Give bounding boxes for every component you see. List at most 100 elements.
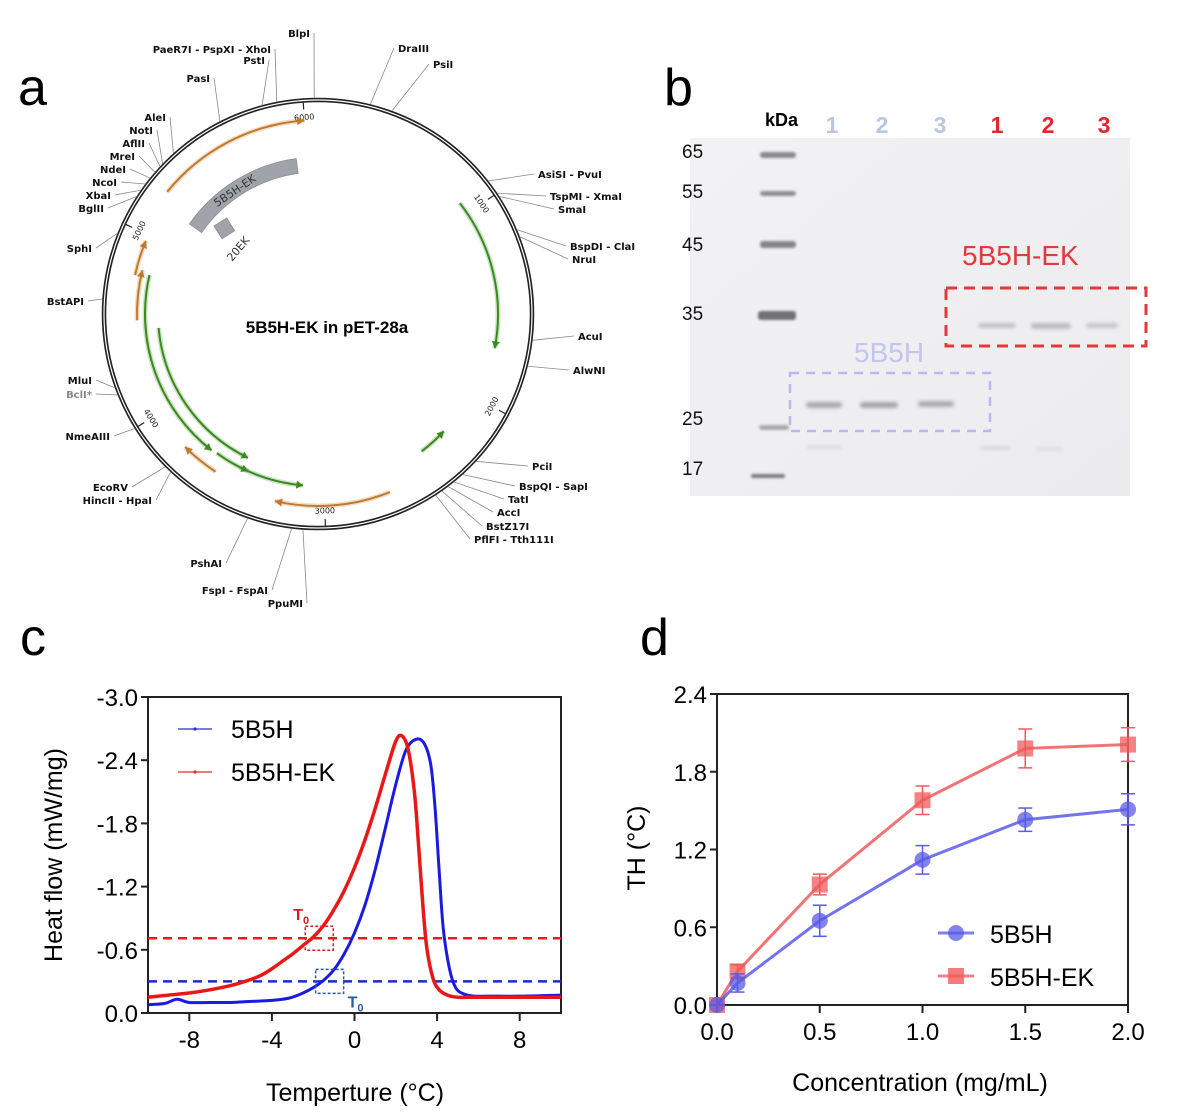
orf-arc-green-6-arrowhead: [491, 340, 500, 349]
orf-arcs: [132, 117, 501, 509]
site-leader-line: [499, 195, 555, 210]
d-x-ticks: 0.0 0.5 1.0 1.5 2.0: [700, 1005, 1145, 1046]
d-y-ticks: 0.0 0.6 1.2 1.8 2.4: [674, 682, 717, 1020]
faint-band: [1036, 447, 1062, 451]
band-5B5H-EK-lane-1: [978, 323, 1016, 328]
orf-arc-orange-1: [166, 119, 305, 193]
restriction-site-label: BspQI - SapI: [519, 482, 588, 493]
c-y-axis-label: Heat flow (mW/mg): [40, 748, 68, 962]
tick-mark-1000: [487, 194, 495, 200]
d-y-tick-label: 1.8: [674, 760, 707, 787]
lane-5B5H-EK-1: 1: [991, 112, 1004, 138]
site-leader-line: [95, 232, 118, 249]
c-series: [147, 733, 562, 1007]
insert-20EK: [213, 217, 236, 240]
orf-arc-orange-3-arrowhead: [136, 270, 145, 278]
d-series-line-5B5H-EK: [715, 743, 1129, 1006]
d-point-5B5H-EK: [709, 997, 725, 1013]
restriction-site-label: AccI: [497, 508, 520, 519]
d-series: [709, 726, 1136, 1013]
restriction-site-label: BstAPI: [47, 297, 84, 308]
c-x-tick-label: 0: [348, 1027, 361, 1054]
faint-band: [806, 445, 842, 449]
site-leader-line: [391, 63, 430, 112]
tick-mark-4000: [137, 422, 145, 427]
site-leader-line: [148, 142, 161, 167]
restriction-site-label: SphI: [67, 244, 92, 255]
d-point-5B5H: [811, 912, 828, 929]
legend-marker-5B5H: [193, 727, 197, 731]
mw-17: 17: [682, 459, 703, 480]
restriction-site-label: SmaI: [558, 205, 586, 216]
plot-frame-c: [147, 696, 562, 1014]
restriction-site-label: XbaI: [86, 191, 111, 202]
site-leader-line: [261, 59, 270, 106]
ladder-band-65: [760, 152, 796, 158]
restriction-site-label: TspMI - XmaI: [550, 192, 622, 203]
restriction-site-label: AflII: [122, 139, 145, 150]
site-leader-line: [113, 428, 135, 437]
site-leader-line: [95, 393, 118, 396]
legend-label-5B5H-EK: 5B5H-EK: [990, 964, 1095, 992]
restriction-site-label: AleI: [144, 113, 166, 124]
site-leader-line: [475, 460, 529, 467]
c-y-tick-label: -1.8: [97, 811, 138, 838]
restriction-site-label: EcoRV: [93, 483, 128, 494]
site-leader-line: [114, 189, 142, 196]
restriction-site-label: NdeI: [100, 165, 126, 176]
restriction-site-label: FspI - FspAI: [202, 586, 268, 597]
d-point-5B5H: [1120, 801, 1136, 818]
ladder-band-55: [760, 191, 796, 196]
orf-arc-orange-5-arrowhead: [185, 446, 193, 455]
c-series-line-5B5H-EK: [147, 733, 561, 1000]
site-leader-line: [488, 173, 535, 182]
restriction-site-label: AlwNI: [573, 366, 606, 377]
c-y-ticks: -3.0 -2.4 -1.8 -1.2 -0.6 0.0: [97, 685, 148, 1028]
panel-label-b: b: [664, 59, 693, 117]
restriction-site-label: PaeR7I - PspXI - XhoI: [153, 45, 271, 56]
d-x-tick-label: 0.0: [700, 1019, 733, 1046]
panel-label-c: c: [20, 609, 46, 667]
restriction-site-label: BlpI: [288, 29, 310, 40]
site-leader-line: [131, 466, 166, 488]
orf-arc-orange-1-arrowhead: [296, 117, 305, 126]
restriction-site-label: NruI: [572, 255, 596, 266]
band-5B5H-lane-1: [806, 402, 842, 408]
site-leader-line: [274, 48, 278, 102]
sds-page-gel: 5B5H 5B5H-EK kDa 1 2 3 1 2 3 65 55 45 35…: [682, 110, 1148, 496]
d-point-5B5H: [914, 851, 931, 868]
orf-arc-green-1: [144, 274, 213, 452]
c-y-tick-label: -3.0: [97, 685, 138, 712]
gel-background: [690, 138, 1130, 496]
site-leader-line: [87, 298, 103, 302]
ladder-band-35: [758, 311, 796, 320]
restriction-site-label: BspDI - ClaI: [570, 242, 635, 253]
c-x-tick-label: -8: [179, 1027, 200, 1054]
orf-arc-green-5-arrowhead: [436, 431, 444, 439]
box-label-5B5H-EK: 5B5H-EK: [962, 240, 1079, 271]
site-leader-line: [497, 192, 547, 197]
d-point-5B5H-EK: [729, 963, 746, 980]
orf-arc-green-2: [157, 327, 249, 459]
site-leader-line: [527, 365, 570, 371]
sample-bands: [806, 323, 1118, 451]
d-point-5B5H-EK: [1017, 740, 1034, 757]
restriction-site-label: PshAI: [190, 559, 222, 570]
tick-label-6000: 6000: [294, 112, 315, 122]
site-leader-line: [169, 116, 174, 154]
lane-5B5H-EK-3: 3: [1098, 112, 1111, 138]
orf-arc-green-4-arrowhead: [295, 480, 304, 489]
c-t0-label: T0: [293, 907, 309, 927]
site-leader-line: [532, 335, 575, 341]
orf-arc-green-1-arrowhead: [203, 443, 212, 451]
site-leader-line: [129, 168, 151, 179]
c-y-tick-label: -2.4: [97, 748, 138, 775]
d-point-5B5H-EK: [1120, 736, 1136, 753]
orf-arc-green-6: [459, 202, 499, 349]
lane-5B5H-2: 2: [876, 112, 889, 138]
site-leader-line: [107, 195, 137, 209]
restriction-site-label: NmeAIII: [66, 432, 110, 443]
site-leader-line: [95, 379, 116, 389]
site-leader-line: [302, 529, 308, 604]
